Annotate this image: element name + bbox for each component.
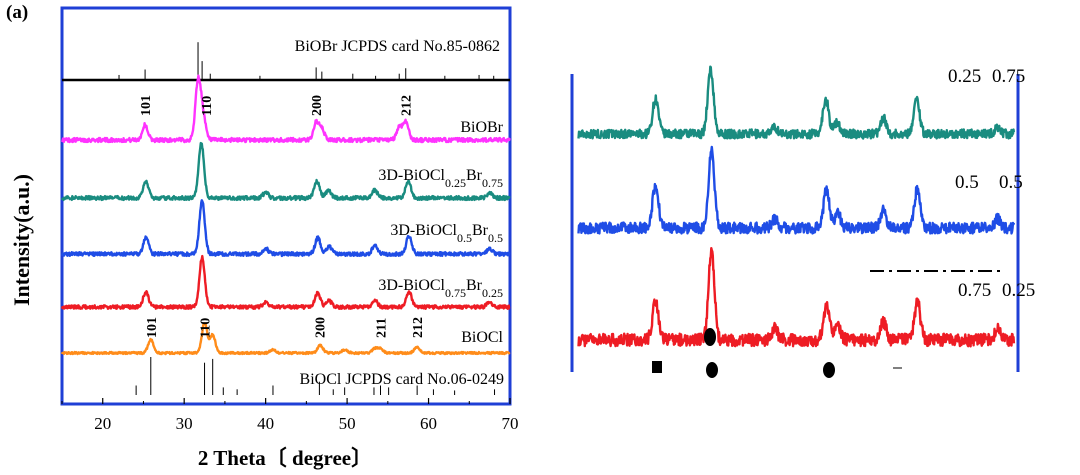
x-tick-label: 60 bbox=[420, 414, 437, 433]
reference-marker bbox=[823, 362, 835, 378]
series-line bbox=[60, 199, 511, 258]
miller-index-label: 212 bbox=[411, 317, 426, 338]
reference-marker bbox=[706, 362, 718, 378]
series-label: 0.25 bbox=[948, 66, 981, 87]
miller-index-label: 200 bbox=[313, 317, 328, 338]
x-tick-label: 40 bbox=[257, 414, 274, 433]
series-line bbox=[577, 65, 1016, 140]
series-label: 3D-BiOCl0.75Br0.25 bbox=[378, 277, 503, 300]
series-label: 0.5 bbox=[955, 172, 979, 193]
series-label: 0.75 bbox=[992, 66, 1025, 87]
x-axis-title: 2 Theta〔 degree〕 bbox=[197, 446, 373, 470]
x-tick-label: 70 bbox=[502, 414, 519, 433]
series-label: BiOCl bbox=[461, 329, 503, 346]
series-line bbox=[60, 254, 511, 310]
reference-card-label: BiOCl JCPDS card No.06-0249 bbox=[300, 371, 504, 388]
series-line bbox=[60, 141, 511, 202]
series-label: 0.25 bbox=[1002, 280, 1035, 301]
plot-frame bbox=[60, 6, 512, 406]
panel-label: (a) bbox=[6, 2, 29, 23]
reference-marker bbox=[704, 328, 716, 346]
series-label: 0.5 bbox=[999, 172, 1023, 193]
miller-index-label: 211 bbox=[374, 318, 389, 338]
miller-index-label: 101 bbox=[139, 95, 154, 116]
miller-index-label: 110 bbox=[199, 318, 214, 338]
series-label: 3D-BiOCl0.5Br0.5 bbox=[390, 222, 503, 245]
left-chart-panel: 20 30 40 50 60 70 BiOBr JCPDS card No.85-0862 B… bbox=[60, 6, 519, 433]
miller-index-label: 110 bbox=[200, 96, 215, 116]
reference-card-label: BiOBr JCPDS card No.85-0862 bbox=[295, 38, 500, 55]
miller-index-label: 200 bbox=[310, 95, 325, 116]
miller-index-label: 212 bbox=[400, 95, 415, 116]
series-line bbox=[577, 145, 1016, 235]
series-label: BiOBr bbox=[460, 119, 503, 136]
x-tick-label: 20 bbox=[94, 414, 111, 433]
x-tick-label: 50 bbox=[339, 414, 356, 433]
right-chart-panel: 0.25 0.75 0.5 0.5 0.75 0.25 bbox=[570, 65, 1035, 378]
series-label: 0.75 bbox=[958, 280, 991, 301]
miller-index-label: 101 bbox=[145, 317, 160, 338]
series-line bbox=[577, 246, 1016, 348]
reference-marker bbox=[652, 361, 662, 373]
series-line bbox=[60, 322, 511, 356]
x-tick-label: 30 bbox=[176, 414, 193, 433]
series-label: 3D-BiOCl0.25Br0.75 bbox=[378, 167, 503, 190]
series-line bbox=[60, 74, 511, 144]
